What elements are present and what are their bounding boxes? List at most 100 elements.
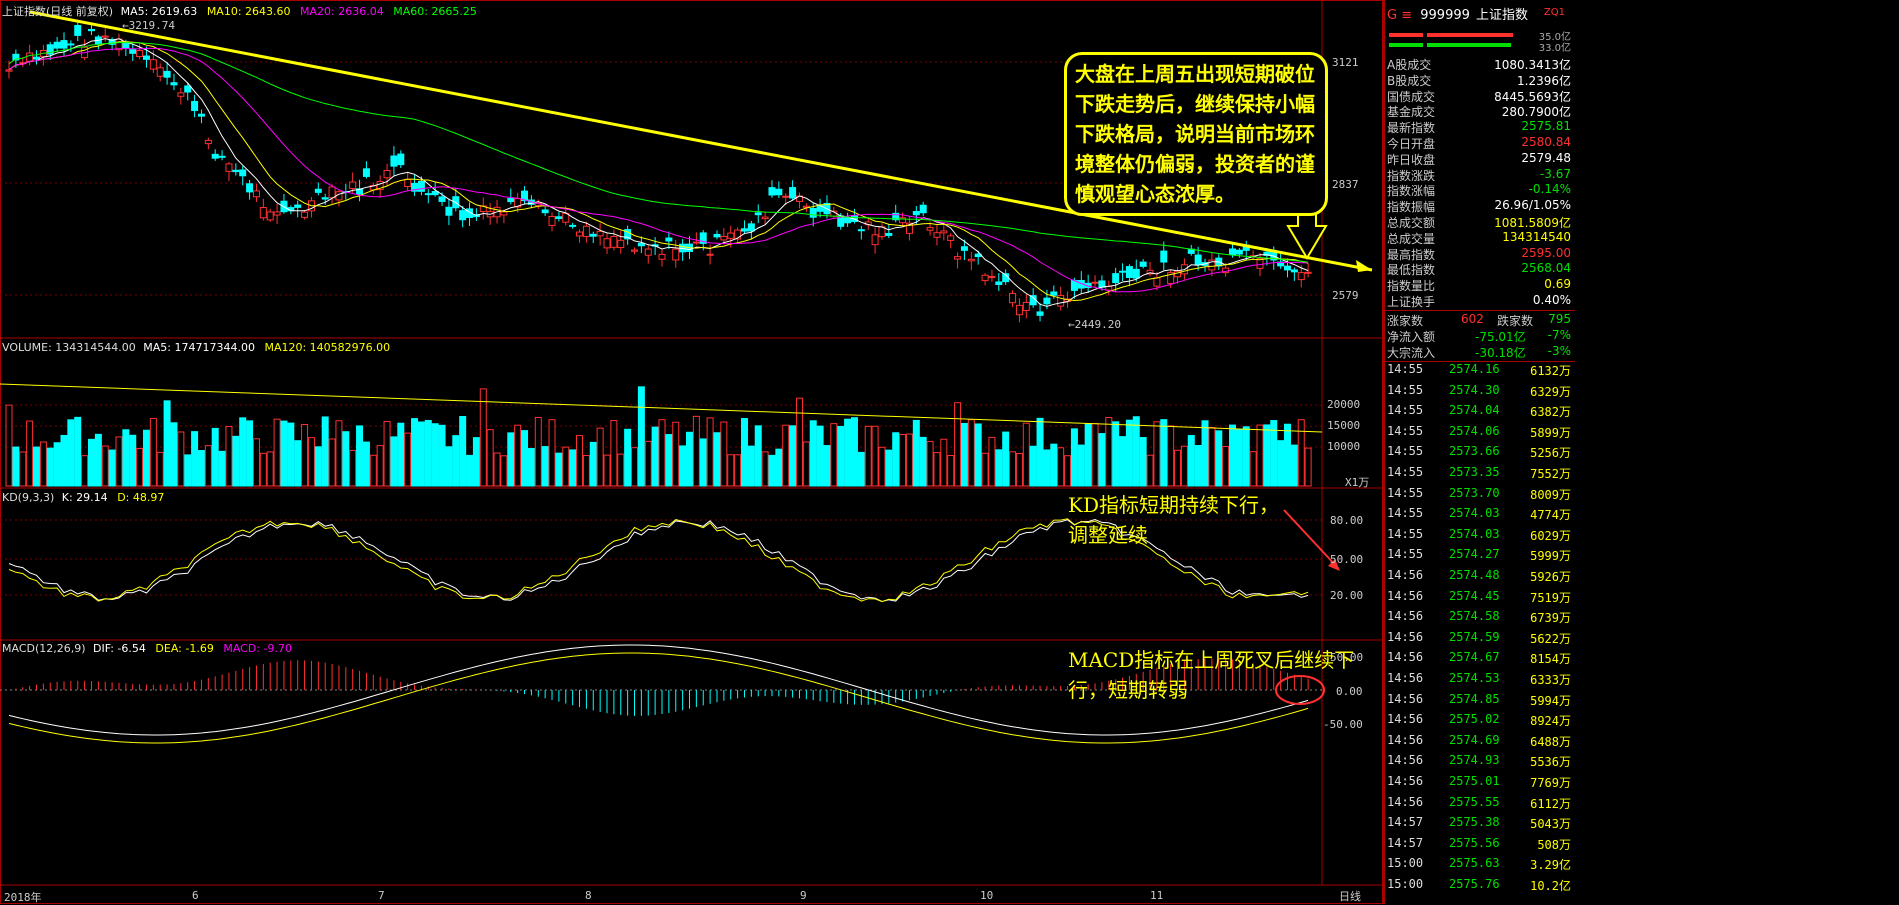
volume-bar <box>947 455 955 487</box>
volume-bar <box>1064 455 1072 487</box>
tick-row[interactable]: 14:57 2575.38 5043万 <box>1387 815 1571 832</box>
tick-row[interactable]: 14:56 2575.01 7769万 <box>1387 774 1571 791</box>
stat-row: 昨日收盘 2579.48 <box>1387 151 1571 167</box>
tick-row[interactable]: 14:56 2574.85 5994万 <box>1387 692 1571 709</box>
volume-bar <box>1160 419 1168 487</box>
stat-label: 国债成交 <box>1387 89 1436 104</box>
volume-bar <box>747 445 755 487</box>
tick-row[interactable]: 14:57 2575.56 508万 <box>1387 836 1571 853</box>
tick-price: 2574.30 <box>1449 382 1500 397</box>
tick-row[interactable]: 14:56 2574.58 6739万 <box>1387 609 1571 626</box>
tick-time: 14:57 <box>1387 815 1424 830</box>
tick-time: 14:56 <box>1387 691 1424 706</box>
tick-row[interactable]: 14:56 2574.45 7519万 <box>1387 589 1571 606</box>
tick-row[interactable]: 14:56 2574.67 8154万 <box>1387 650 1571 667</box>
tick-row[interactable]: 14:55 2574.27 5999万 <box>1387 547 1571 564</box>
tick-row[interactable]: 15:00 2575.76 10.2亿 <box>1387 877 1571 894</box>
candle-body <box>67 43 75 46</box>
volume-bar <box>252 438 260 487</box>
stat-value: 8445.5693亿 <box>1494 89 1571 104</box>
volume-bar <box>225 426 233 487</box>
candle-body <box>582 225 590 238</box>
tick-row[interactable]: 14:55 2574.06 5899万 <box>1387 424 1571 441</box>
ma60-line <box>8 42 1309 263</box>
period-label[interactable]: 日线 <box>1339 890 1361 903</box>
net-inflow-row: 净流入额 -75.01亿 -7% <box>1387 328 1571 344</box>
tick-row[interactable]: 14:55 2574.30 6329万 <box>1387 383 1571 400</box>
tick-row[interactable]: 14:55 2573.35 7552万 <box>1387 465 1571 482</box>
block-inflow-label: 大宗流入 <box>1387 346 1436 360</box>
candle-body <box>507 197 515 203</box>
candle-body <box>1050 291 1058 296</box>
kd-annotation: KD指标短期持续下行， 调整延续 <box>1068 490 1279 550</box>
macd-axis-label: 0.00 <box>1336 685 1363 698</box>
volume-bar <box>60 434 68 487</box>
tick-price: 2574.58 <box>1449 609 1500 624</box>
macd-dea-line <box>8 652 1309 744</box>
month-label: 2018年 <box>4 891 42 904</box>
tick-price: 2573.70 <box>1449 485 1500 500</box>
tick-row[interactable]: 14:55 2574.03 4774万 <box>1387 506 1571 523</box>
tick-row[interactable]: 14:56 2574.48 5926万 <box>1387 568 1571 585</box>
tick-time: 14:56 <box>1387 650 1424 665</box>
tick-list[interactable]: 14:55 2574.16 6132万 14:55 2574.30 6329万 14:55 2… <box>1385 362 1575 902</box>
tick-row[interactable]: 14:56 2574.93 5536万 <box>1387 753 1571 770</box>
volume-bar <box>919 436 927 487</box>
tick-row[interactable]: 14:56 2574.53 6333万 <box>1387 671 1571 688</box>
candle-body <box>1263 251 1271 256</box>
candle-body <box>789 187 797 199</box>
stat-row: 最新指数 2575.81 <box>1387 119 1571 135</box>
tick-row[interactable]: 14:56 2575.55 6112万 <box>1387 795 1571 812</box>
candle-body <box>459 210 467 221</box>
chart-svg[interactable] <box>0 0 1383 904</box>
volume-bar <box>864 425 872 487</box>
candle-body <box>404 178 412 188</box>
candle-body <box>954 256 962 260</box>
volume-bar <box>1077 444 1085 487</box>
stat-label: B股成交 <box>1387 73 1432 88</box>
tick-time: 14:55 <box>1387 506 1424 521</box>
kd-down-arrow <box>1283 509 1339 569</box>
kd-axis-label: 80.00 <box>1330 514 1364 527</box>
candle-body <box>328 186 336 199</box>
volume-bar <box>1098 433 1106 487</box>
tick-row[interactable]: 14:56 2575.02 8924万 <box>1387 712 1571 729</box>
tick-row[interactable]: 14:55 2574.16 6132万 <box>1387 362 1571 379</box>
price-header: 上证指数(日线 前复权) MA5: 2619.63 MA10: 2643.60 … <box>2 3 477 19</box>
candle-body <box>1015 304 1023 316</box>
tick-row[interactable]: 14:55 2574.04 6382万 <box>1387 403 1571 420</box>
candle-body <box>294 204 302 208</box>
volume-bar <box>1284 423 1292 487</box>
candle-body <box>1091 281 1099 284</box>
tick-row[interactable]: 14:55 2573.66 5256万 <box>1387 444 1571 461</box>
tick-row[interactable]: 14:56 2574.59 5622万 <box>1387 630 1571 647</box>
net-inflow-label: 净流入额 <box>1387 330 1436 344</box>
tick-price: 2575.56 <box>1449 835 1500 850</box>
stat-row: 国债成交 8445.5693亿 <box>1387 88 1571 104</box>
macd-annotation: MACD指标在上周死叉后继续下 行，短期转弱 <box>1068 645 1354 705</box>
volume-bar <box>500 455 508 487</box>
tick-row[interactable]: 14:55 2573.70 8009万 <box>1387 486 1571 503</box>
kd-d-line <box>8 518 1309 603</box>
volume-bar <box>472 437 480 487</box>
tick-row[interactable]: 14:56 2574.69 6488万 <box>1387 733 1571 750</box>
stat-label: 最新指数 <box>1387 121 1436 136</box>
tick-row[interactable]: 14:55 2574.03 6029万 <box>1387 527 1571 544</box>
volume-bar <box>239 417 247 487</box>
panel-title-bar[interactable]: G ≡ 999999 上证指数 ZQ1 <box>1387 4 1573 23</box>
tick-volume: 5536万 <box>1530 755 1571 770</box>
tick-row[interactable]: 15:00 2575.63 3.29亿 <box>1387 856 1571 873</box>
candle-body <box>706 253 714 256</box>
volume-bar <box>541 446 549 487</box>
candle-body <box>541 209 549 214</box>
volume-bar <box>1139 437 1147 487</box>
bar-red-long <box>1427 33 1513 37</box>
tick-volume: 5622万 <box>1530 631 1571 646</box>
macd-title: MACD(12,26,9) <box>2 642 86 655</box>
capital-bars: 35.0亿 33.0亿 <box>1387 30 1573 54</box>
candle-body <box>445 206 453 216</box>
volume-bar <box>1277 440 1285 487</box>
chart-area[interactable]: 上证指数(日线 前复权) MA5: 2619.63 MA10: 2643.60 … <box>0 0 1383 904</box>
candle-body <box>431 190 439 196</box>
tick-price: 2574.59 <box>1449 629 1500 644</box>
